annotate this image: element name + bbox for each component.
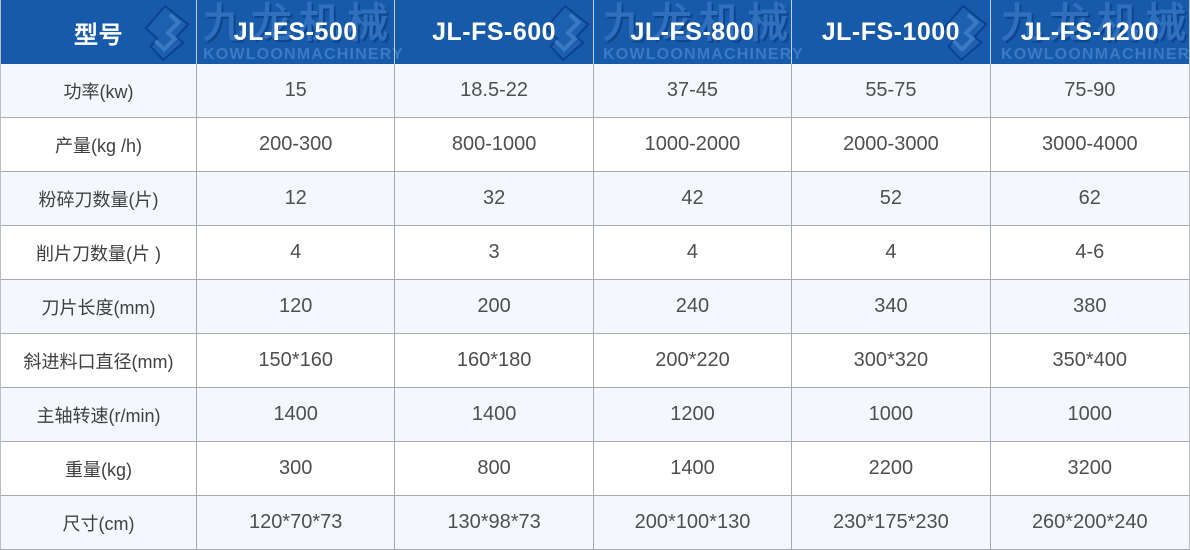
spec-row-label: 刀片长度(mm) [1,280,197,333]
spec-cell: 1200 [594,388,793,441]
spec-cell: 1000-2000 [594,118,793,171]
spec-row: 主轴转速(r/min) 1400 1400 1200 1000 1000 [1,388,1189,442]
spec-cell: 380 [1073,295,1107,317]
spec-cell: 230*175*230 [792,496,991,549]
spec-table-header: 九龙机械 KOWLOONMACHINERY 九龙机械 KOWLOONMACHIN… [1,0,1189,64]
spec-row: 削片刀数量(片 ) 4 3 4 4 4-6 [1,226,1189,280]
spec-cell: 2000-3000 [792,118,991,171]
spec-row: 粉碎刀数量(片) 12 32 42 52 62 [1,172,1189,226]
spec-row-label: 重量(kg) [1,442,197,495]
header-cell-model-label: 型号 [1,0,197,64]
header-cell-jl-fs-500: JL-FS-500 [197,0,396,64]
spec-row: 功率(kw) 15 18.5-22 37-45 55-75 75-90 [1,64,1189,118]
spec-row-label: 产量(kg /h) [1,118,197,171]
spec-cell: 350*400 [1052,349,1128,371]
spec-cell: 240 [594,280,793,333]
spec-cell: 120*70*73 [197,496,396,549]
spec-cell: 3200 [1067,457,1113,479]
spec-cell: 200*100*130 [594,496,793,549]
spec-cell: 150*160 [197,334,396,387]
spec-cell: 130*98*73 [395,496,594,549]
spec-cell: 200 [395,280,594,333]
spec-cell: 120 [197,280,396,333]
spec-cell: 4 [594,226,793,279]
header-cell-jl-fs-1200: JL-FS-1200 [1020,17,1159,46]
spec-cell: 4 [792,226,991,279]
spec-cell: 800 [395,442,594,495]
spec-row-label: 功率(kw) [1,64,197,117]
spec-cell: 800-1000 [395,118,594,171]
spec-cell: 1000 [792,388,991,441]
spec-row-label: 斜进料口直径(mm) [1,334,197,387]
spec-cell: 200*220 [594,334,793,387]
spec-cell: 1400 [197,388,396,441]
spec-cell: 62 [1078,187,1101,209]
spec-cell: 37-45 [594,64,793,117]
spec-cell: 3000-4000 [1041,133,1138,155]
spec-table-body: 功率(kw) 15 18.5-22 37-45 55-75 75-90 产量(kg /h) 2… [1,64,1189,549]
spec-cell: 3 [395,226,594,279]
spec-cell: 1400 [395,388,594,441]
spec-cell: 300*320 [792,334,991,387]
header-cell-jl-fs-800: JL-FS-800 [594,0,793,64]
spec-cell: 42 [594,172,793,225]
spec-cell: 15 [197,64,396,117]
spec-cell: 1400 [594,442,793,495]
spec-cell: 340 [792,280,991,333]
spec-row-label: 尺寸(cm) [1,496,197,549]
spec-cell: 32 [395,172,594,225]
spec-row-label: 粉碎刀数量(片) [1,172,197,225]
spec-cell: 4 [197,226,396,279]
spec-cell: 55-75 [792,64,991,117]
spec-cell: 2200 [792,442,991,495]
spec-cell: 200-300 [197,118,396,171]
spec-cell: 300 [197,442,396,495]
spec-row-label: 主轴转速(r/min) [1,388,197,441]
spec-row: 产量(kg /h) 200-300 800-1000 1000-2000 2000-30… [1,118,1189,172]
spec-row: 尺寸(cm) 120*70*73 130*98*73 200*100*130 230*1… [1,496,1189,549]
header-cell-jl-fs-600: JL-FS-600 [395,0,594,64]
spec-cell: 1000 [1067,403,1113,425]
spec-cell: 52 [792,172,991,225]
spec-row-label: 削片刀数量(片 ) [1,226,197,279]
spec-row: 刀片长度(mm) 120 200 240 340 380 [1,280,1189,334]
spec-cell: 4-6 [1075,241,1105,263]
spec-cell: 260*200*240 [1031,511,1148,533]
spec-row: 斜进料口直径(mm) 150*160 160*180 200*220 300*320 35… [1,334,1189,388]
spec-row: 重量(kg) 300 800 1400 2200 3200 [1,442,1189,496]
spec-cell: 75-90 [1064,79,1116,101]
spec-cell: 12 [197,172,396,225]
spec-cell: 18.5-22 [395,64,594,117]
spec-cell: 160*180 [395,334,594,387]
header-cell-jl-fs-1000: JL-FS-1000 [792,0,991,64]
